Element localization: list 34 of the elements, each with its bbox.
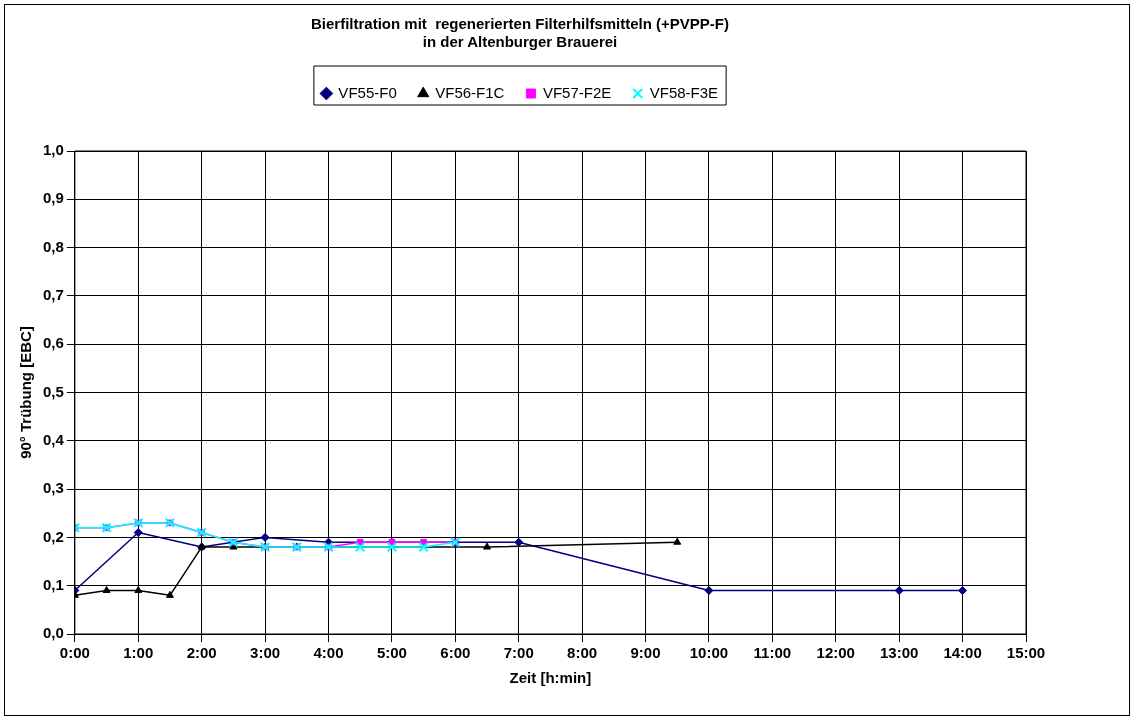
- x-tick-label: 9:00: [630, 644, 661, 662]
- x-tick-label: 6:00: [440, 644, 471, 662]
- x-tick-label: 4:00: [313, 644, 344, 662]
- y-tick-label: 0,3: [42, 479, 64, 497]
- x-axis-title: Zeit [h:min]: [509, 669, 592, 687]
- x-tick-label: 2:00: [186, 644, 217, 662]
- y-tick-label: 0,0: [42, 624, 64, 642]
- chart-title: Bierfiltration mit regenerierten Filterhilfsmitteln (+PVPP-F) in der Altenburger Brauerei: [311, 15, 729, 51]
- y-tick-label: 0,6: [42, 334, 64, 352]
- y-tick-label: 1,0: [42, 141, 64, 159]
- y-tick-label: 0,5: [42, 382, 64, 400]
- x-tick-label: 3:00: [250, 644, 281, 662]
- x-tick-label: 1:00: [123, 644, 154, 662]
- y-tick-label: 0,7: [42, 286, 64, 304]
- y-tick-label: 0,9: [42, 189, 64, 207]
- x-tick-label: 10:00: [689, 644, 729, 662]
- x-tick-label: 14:00: [943, 644, 982, 662]
- legend-label: VF56-F1C: [435, 83, 505, 101]
- x-tick-label: 13:00: [879, 644, 919, 662]
- y-tick-label: 0,1: [42, 575, 64, 593]
- x-tick-label: 0:00: [59, 644, 90, 662]
- legend-label: VF58-F3E: [649, 83, 719, 101]
- y-tick-label: 0,4: [42, 430, 65, 448]
- x-tick-label: 15:00: [1006, 644, 1046, 662]
- x-tick-label: 11:00: [753, 644, 792, 662]
- y-tick-label: 0,8: [42, 237, 64, 255]
- legend-label: VF55-F0: [338, 83, 397, 101]
- x-tick-label: 5:00: [376, 644, 407, 662]
- x-tick-label: 12:00: [816, 644, 855, 662]
- y-tick-label: 0,2: [42, 527, 64, 545]
- x-tick-label: 8:00: [567, 644, 598, 662]
- y-axis-title: 90° Trübung [EBC]: [17, 326, 35, 459]
- legend-label: VF57-F2E: [542, 83, 612, 101]
- x-tick-label: 7:00: [503, 644, 534, 662]
